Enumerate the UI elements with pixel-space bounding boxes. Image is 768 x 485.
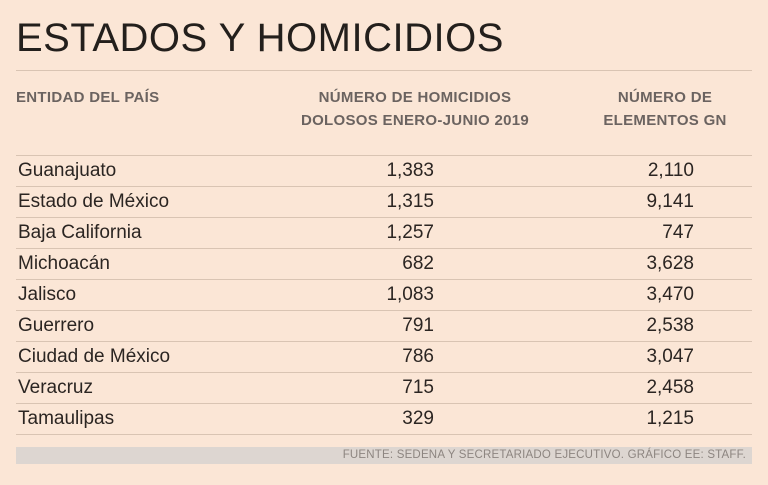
state-name: Jalisco [18, 284, 77, 305]
header-gn: NÚMERO DE ELEMENTOS GN [580, 86, 750, 132]
state-name: Guerrero [18, 315, 95, 336]
table-row: Guanajuato 1,383 2,110 [16, 155, 752, 186]
gn-count: 2,110 [647, 160, 694, 181]
homicide-count: 682 [402, 253, 434, 274]
gn-count: 2,538 [646, 315, 694, 336]
homicide-count: 1,315 [386, 191, 434, 212]
table-row: Veracruz 715 2,458 [16, 372, 752, 403]
header-homicides-line2: DOLOSOS ENERO-JUNIO 2019 [300, 112, 530, 129]
table-row: Ciudad de México 786 3,047 [16, 341, 752, 372]
state-name: Baja California [18, 222, 142, 243]
table-row: Guerrero 791 2,538 [16, 310, 752, 341]
header-homicides: NÚMERO DE HOMICIDIOS DOLOSOS ENERO-JUNIO… [250, 86, 580, 132]
homicide-count: 1,383 [386, 160, 434, 181]
header-entity: ENTIDAD DEL PAÍS [16, 89, 160, 106]
gn-count: 1,215 [646, 408, 694, 429]
title-divider [16, 70, 752, 71]
homicide-count: 791 [402, 315, 434, 336]
state-name: Michoacán [18, 253, 110, 274]
state-name: Estado de México [18, 191, 170, 212]
page-title: ESTADOS Y HOMICIDIOS [16, 16, 504, 60]
homicide-count: 1,257 [386, 222, 434, 243]
table-row: Michoacán 682 3,628 [16, 248, 752, 279]
homicide-count: 1,083 [386, 284, 434, 305]
gn-count: 3,470 [646, 284, 694, 305]
homicide-count: 715 [402, 377, 434, 398]
state-name: Ciudad de México [18, 346, 171, 367]
gn-count: 9,141 [646, 191, 694, 212]
homicide-count: 329 [402, 408, 434, 429]
state-name: Guanajuato [18, 160, 117, 181]
header-gn-line1: NÚMERO DE [617, 89, 713, 106]
state-name: Tamaulipas [18, 408, 115, 429]
table-row: Tamaulipas 329 1,215 [16, 403, 752, 435]
table-row: Jalisco 1,083 3,470 [16, 279, 752, 310]
source-credit: FUENTE: SEDENA Y SECRETARIADO EJECUTIVO.… [16, 447, 752, 464]
header-gn-line2: ELEMENTOS GN [603, 112, 727, 129]
gn-count: 3,628 [646, 253, 694, 274]
state-name: Veracruz [18, 377, 93, 398]
data-table: Guanajuato 1,383 2,110 Estado de México … [16, 155, 752, 435]
gn-count: 3,047 [646, 346, 694, 367]
table-row: Estado de México 1,315 9,141 [16, 186, 752, 217]
gn-count: 2,458 [646, 377, 694, 398]
homicide-count: 786 [402, 346, 434, 367]
gn-count: 747 [662, 222, 694, 243]
table-row: Baja California 1,257 747 [16, 217, 752, 248]
header-homicides-line1: NÚMERO DE HOMICIDIOS [318, 89, 512, 106]
